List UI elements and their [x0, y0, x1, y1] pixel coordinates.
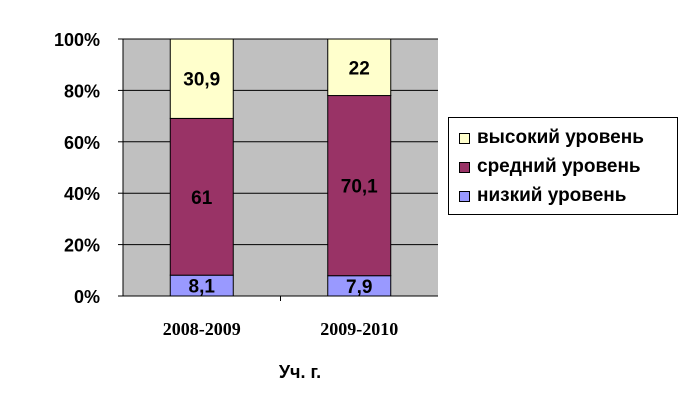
y-tick-label: 80%	[64, 81, 100, 101]
bar-segment-high	[327, 38, 392, 97]
legend-label-medium: средний уровень	[477, 156, 641, 177]
legend-item-high: высокий уровень	[459, 127, 644, 149]
x-tick-labels: 2008-2009 2009-2010	[163, 296, 398, 339]
legend-label-low: низкий уровень	[477, 185, 627, 206]
data-label-medium: 61	[191, 188, 213, 209]
x-tick-label: 2008-2009	[163, 319, 241, 339]
bar-segment-medium	[169, 117, 234, 276]
data-label-high: 30,9	[183, 70, 220, 91]
y-tick-label: 20%	[64, 236, 100, 256]
legend-swatch-medium	[459, 161, 470, 173]
legend-swatch-high	[459, 132, 470, 144]
y-tick-label: 40%	[64, 184, 100, 204]
data-label-medium: 70,1	[341, 177, 378, 198]
data-label-low: 7,9	[346, 277, 372, 298]
bar-segment-medium	[327, 95, 392, 277]
y-tick-label: 0%	[74, 287, 100, 307]
bar-segment-high	[169, 38, 234, 119]
legend-label-high: высокий уровень	[477, 127, 644, 148]
legend-item-low: низкий уровень	[459, 185, 626, 207]
legend: высокий уровень средний уровень низкий у…	[448, 117, 678, 215]
bars: 8,1 61 30,9 7,9 70,1 22	[169, 38, 392, 298]
data-label-high: 22	[349, 58, 370, 79]
y-tick-label: 100%	[54, 30, 100, 50]
data-label-low: 8,1	[189, 277, 216, 298]
legend-item-medium: средний уровень	[459, 156, 641, 178]
y-tick-labels: 0% 20% 40% 60% 80% 100%	[54, 30, 123, 307]
y-tick-label: 60%	[64, 133, 100, 153]
x-axis-title: Уч. г.	[278, 362, 322, 381]
legend-swatch-low	[459, 190, 470, 202]
x-tick-label: 2009-2010	[320, 319, 398, 339]
